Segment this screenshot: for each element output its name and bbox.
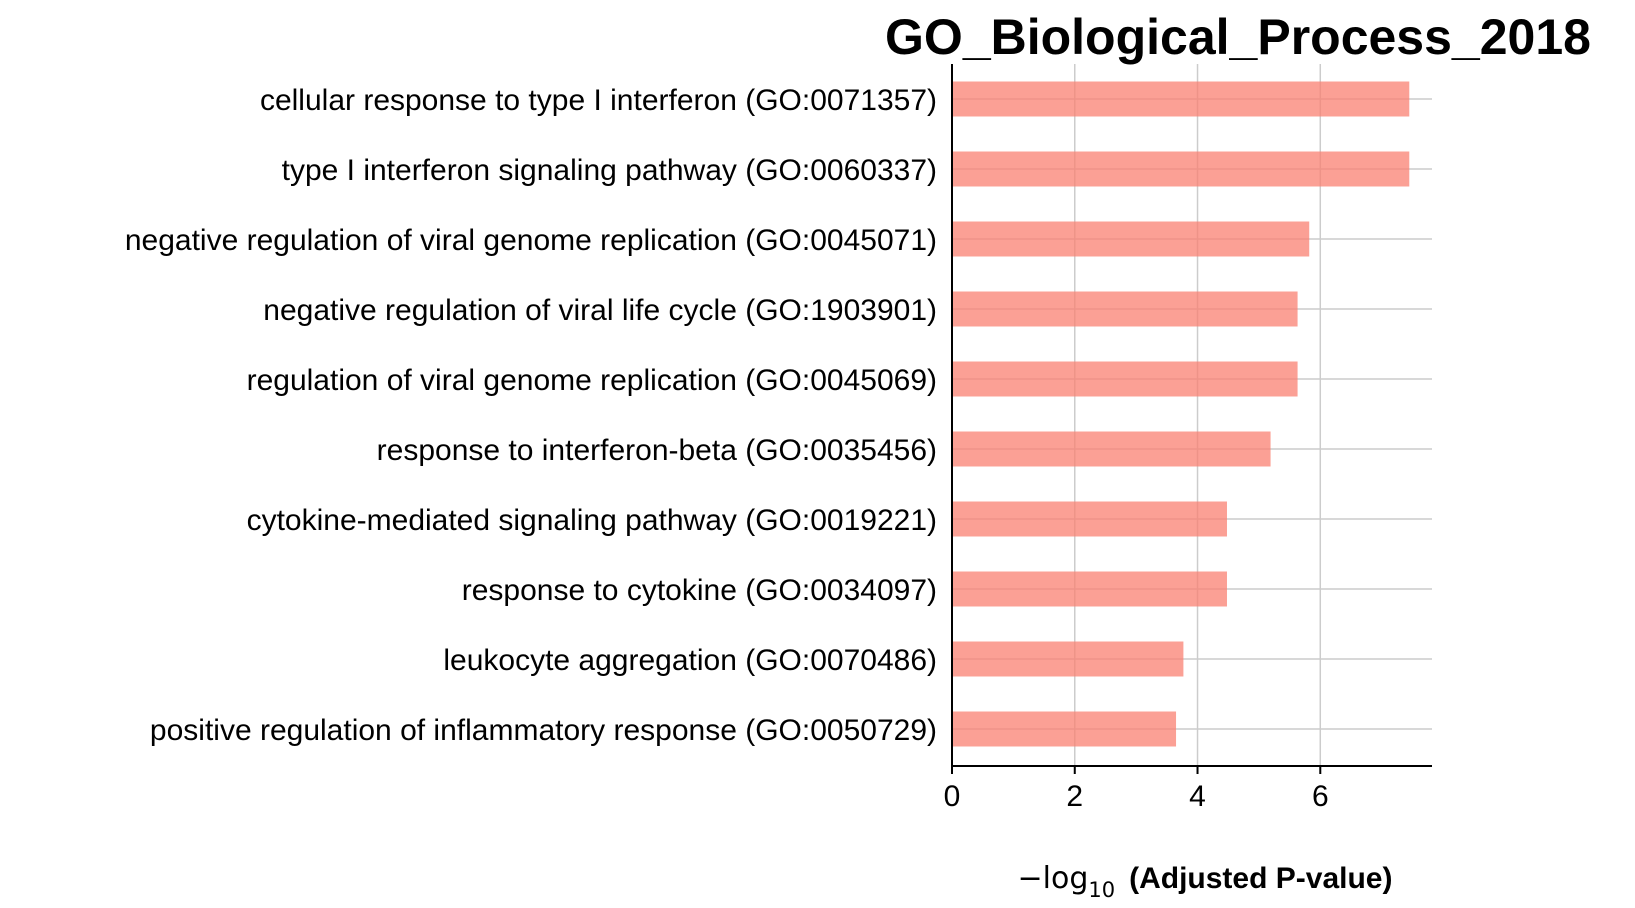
category-label: negative regulation of viral life cycle … xyxy=(263,294,937,327)
x-axis-label-prefix: −log xyxy=(1018,861,1089,896)
x-tick-label: 0 xyxy=(944,780,961,813)
bars xyxy=(952,81,1410,747)
category-label: leukocyte aggregation (GO:0070486) xyxy=(443,644,937,677)
axes xyxy=(951,64,1432,774)
category-label: cytokine-mediated signaling pathway (GO:… xyxy=(247,504,937,537)
category-label: negative regulation of viral genome repl… xyxy=(125,224,937,257)
category-label: positive regulation of inflammatory resp… xyxy=(150,714,937,747)
bar xyxy=(952,431,1271,467)
x-tick-label: 6 xyxy=(1312,780,1329,813)
category-label: cellular response to type I interferon (… xyxy=(260,84,937,117)
x-tick-labels: 0 2 4 6 xyxy=(944,780,1329,813)
bar xyxy=(952,501,1227,537)
bar xyxy=(952,291,1298,327)
bar xyxy=(952,641,1184,677)
x-axis-label: −log10 (Adjusted P-value) xyxy=(1018,861,1393,902)
bar xyxy=(952,571,1227,607)
bar xyxy=(952,361,1298,397)
category-label: response to cytokine (GO:0034097) xyxy=(462,574,937,607)
bar xyxy=(952,151,1410,187)
category-label: response to interferon-beta (GO:0035456) xyxy=(377,434,937,467)
category-label: type I interferon signaling pathway (GO:… xyxy=(282,154,937,187)
category-label: regulation of viral genome replication (… xyxy=(247,364,937,397)
category-labels: cellular response to type I interferon (… xyxy=(125,84,937,747)
bar xyxy=(952,81,1410,117)
x-axis-label-subscript: 10 xyxy=(1088,878,1115,902)
bar xyxy=(952,221,1310,257)
x-tick-label: 2 xyxy=(1066,780,1083,813)
x-axis-label-main: (Adjusted P-value) xyxy=(1129,862,1392,895)
chart-title: GO_Biological_Process_2018 xyxy=(885,9,1591,65)
x-tick-label: 4 xyxy=(1189,780,1206,813)
bar xyxy=(952,711,1177,747)
